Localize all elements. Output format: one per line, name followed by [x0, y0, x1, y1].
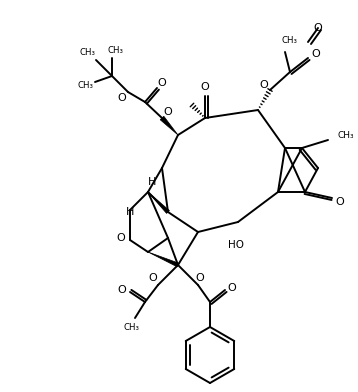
- Text: H: H: [148, 177, 156, 187]
- Text: O: O: [149, 273, 158, 283]
- Text: CH₃: CH₃: [77, 80, 93, 89]
- Text: O: O: [158, 78, 166, 88]
- Text: CH₃: CH₃: [337, 131, 354, 140]
- Text: O: O: [195, 273, 204, 283]
- Text: O: O: [200, 82, 209, 92]
- Text: CH₃: CH₃: [124, 323, 140, 332]
- Text: CH₃: CH₃: [282, 36, 298, 45]
- Polygon shape: [148, 192, 169, 213]
- Text: O: O: [314, 23, 322, 33]
- Text: O: O: [118, 285, 126, 295]
- Text: O: O: [228, 283, 236, 293]
- Text: H: H: [126, 207, 134, 217]
- Text: CH₃: CH₃: [107, 45, 123, 54]
- Text: O: O: [164, 107, 172, 117]
- Text: CH₃: CH₃: [80, 47, 96, 56]
- Text: O: O: [336, 197, 344, 207]
- Polygon shape: [160, 116, 178, 135]
- Polygon shape: [148, 252, 179, 267]
- Text: HO: HO: [228, 240, 244, 250]
- Text: O: O: [311, 49, 320, 59]
- Text: O: O: [117, 233, 125, 243]
- Text: O: O: [118, 93, 126, 103]
- Text: O: O: [260, 80, 268, 90]
